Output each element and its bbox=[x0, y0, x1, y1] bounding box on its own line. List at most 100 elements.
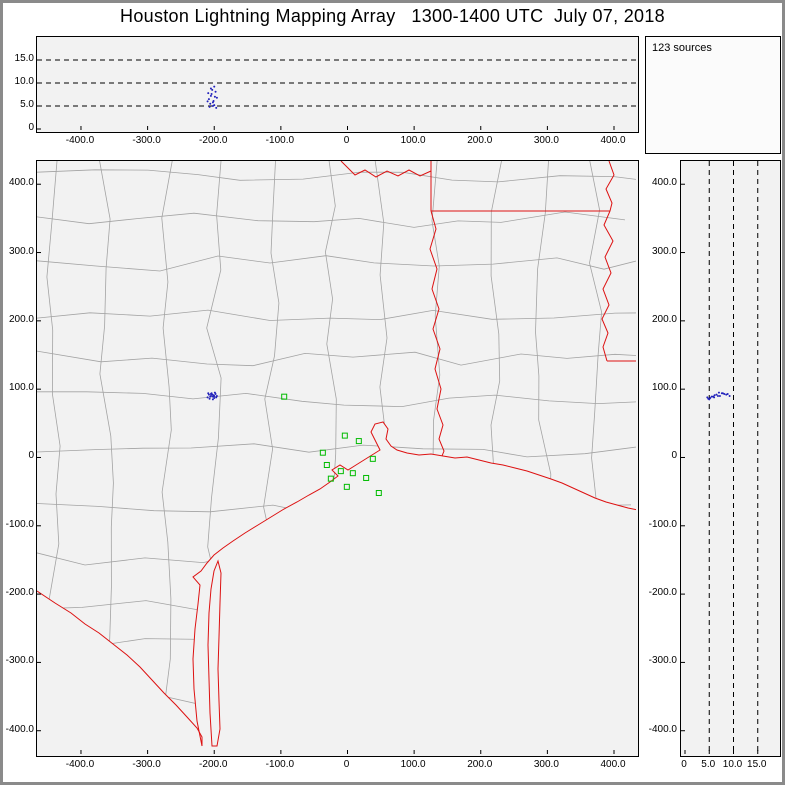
tick-label: 400.0 bbox=[8, 177, 34, 189]
lightning-source-point bbox=[728, 394, 731, 397]
tick-label: -300.0 bbox=[132, 759, 161, 770]
tick-label: -300.0 bbox=[5, 655, 34, 667]
tick-label: 0 bbox=[28, 122, 34, 133]
tick-label: 5.0 bbox=[20, 99, 34, 110]
county-boundary-line bbox=[489, 161, 502, 746]
tick-label: 0 bbox=[28, 450, 34, 462]
rio-grande-border bbox=[37, 590, 203, 746]
county-boundary-line bbox=[99, 161, 114, 746]
lma-station-marker bbox=[343, 483, 350, 490]
figure-title: Houston Lightning Mapping Array 1300-140… bbox=[120, 6, 665, 26]
county-boundary-line bbox=[37, 443, 636, 458]
tick-label: -100.0 bbox=[265, 759, 295, 770]
lightning-source-point bbox=[706, 396, 709, 399]
plan-view-map-panel[interactable] bbox=[36, 160, 639, 757]
tick-label: 300.0 bbox=[651, 245, 677, 257]
tick-label: -200.0 bbox=[199, 135, 228, 146]
lma-station-marker bbox=[369, 455, 376, 462]
tick-label: 100.0 bbox=[400, 135, 426, 146]
tick-label: -400.0 bbox=[5, 723, 34, 735]
tick-label: 0 bbox=[671, 450, 677, 462]
lightning-source-point bbox=[206, 396, 209, 399]
county-boundary-line bbox=[37, 350, 636, 367]
tick-label: 10.0 bbox=[722, 759, 743, 770]
tick-label: -300.0 bbox=[648, 655, 677, 667]
lightning-source-point bbox=[209, 102, 212, 105]
lightning-source-point bbox=[209, 395, 212, 398]
lightning-source-point bbox=[212, 99, 215, 102]
lightning-source-point bbox=[715, 393, 718, 396]
tick-label: 0 bbox=[343, 135, 350, 146]
lightning-source-point bbox=[211, 105, 214, 107]
tick-label: 5.0 bbox=[701, 759, 716, 770]
source-count-label: 123 sources bbox=[652, 42, 712, 54]
tick-label: -400.0 bbox=[65, 759, 95, 770]
tick-label: -200.0 bbox=[648, 587, 677, 599]
tick-label: 300.0 bbox=[8, 245, 34, 257]
lightning-source-point bbox=[215, 106, 218, 109]
lightning-sources-layer bbox=[206, 391, 218, 401]
lightning-source-point bbox=[726, 392, 729, 395]
tick-label: 0 bbox=[343, 759, 350, 770]
tick-label: 15.0 bbox=[14, 53, 34, 64]
county-boundary-line bbox=[46, 161, 61, 746]
lightning-source-point bbox=[207, 92, 210, 95]
lightning-source-point bbox=[721, 392, 724, 395]
lightning-source-point bbox=[215, 396, 218, 399]
county-boundary-line bbox=[589, 161, 603, 746]
county-boundary-line bbox=[534, 161, 552, 746]
county-boundary-line bbox=[161, 161, 173, 746]
lightning-source-point bbox=[211, 88, 214, 91]
lightning-source-point bbox=[716, 394, 719, 397]
lightning-source-point bbox=[215, 96, 218, 99]
tick-label: -400.0 bbox=[65, 135, 95, 146]
lightning-source-point bbox=[713, 394, 716, 397]
lightning-source-point bbox=[708, 398, 711, 401]
county-boundary-line bbox=[37, 742, 636, 746]
lma-station-marker bbox=[337, 468, 344, 475]
lma-station-marker bbox=[341, 432, 348, 439]
lma-station-marker bbox=[327, 475, 334, 482]
lma-station-marker bbox=[349, 470, 356, 477]
lightning-source-point bbox=[710, 395, 713, 398]
tick-label: 0 bbox=[681, 759, 687, 770]
lightning-source-point bbox=[718, 394, 721, 397]
tick-label: 300.0 bbox=[533, 759, 559, 770]
lightning-source-point bbox=[213, 391, 216, 394]
lma-station-marker bbox=[375, 489, 382, 496]
lightning-source-point bbox=[210, 93, 213, 96]
tick-label: 100.0 bbox=[400, 759, 426, 770]
lightning-source-point bbox=[214, 90, 217, 93]
altitude-ew-panel[interactable] bbox=[36, 36, 639, 133]
state-borders-layer bbox=[37, 161, 636, 747]
tick-label: -100.0 bbox=[265, 135, 295, 146]
tick-label: 400.0 bbox=[600, 759, 626, 770]
county-boundary-line bbox=[324, 161, 339, 746]
lightning-source-point bbox=[713, 396, 716, 399]
tick-label: -400.0 bbox=[648, 723, 677, 735]
altitude-ew-plot bbox=[37, 59, 636, 130]
lma-stations-layer bbox=[281, 393, 382, 496]
county-lines-layer bbox=[37, 161, 636, 746]
altitude-ns-plot bbox=[681, 161, 759, 754]
county-boundary-line bbox=[37, 594, 634, 610]
lightning-source-point bbox=[213, 394, 216, 397]
lightning-source-point bbox=[208, 397, 211, 400]
tick-label: 100.0 bbox=[8, 382, 34, 394]
county-boundary-line bbox=[37, 694, 636, 709]
tick-label: 200.0 bbox=[651, 313, 677, 325]
county-boundary-line bbox=[37, 391, 636, 408]
altitude-ns-panel[interactable] bbox=[680, 160, 781, 757]
lightning-source-point bbox=[717, 391, 720, 394]
tick-label: -300.0 bbox=[132, 135, 161, 146]
lma-station-marker bbox=[323, 461, 330, 468]
county-boundary-line bbox=[429, 161, 443, 746]
lightning-source-point bbox=[209, 87, 212, 90]
tick-label: 400.0 bbox=[600, 135, 626, 146]
tick-label: -100.0 bbox=[648, 518, 677, 530]
tick-label: 200.0 bbox=[8, 313, 34, 325]
tick-label: 15.0 bbox=[747, 759, 767, 770]
county-boundary-line bbox=[37, 638, 636, 651]
lightning-source-point bbox=[207, 98, 210, 101]
